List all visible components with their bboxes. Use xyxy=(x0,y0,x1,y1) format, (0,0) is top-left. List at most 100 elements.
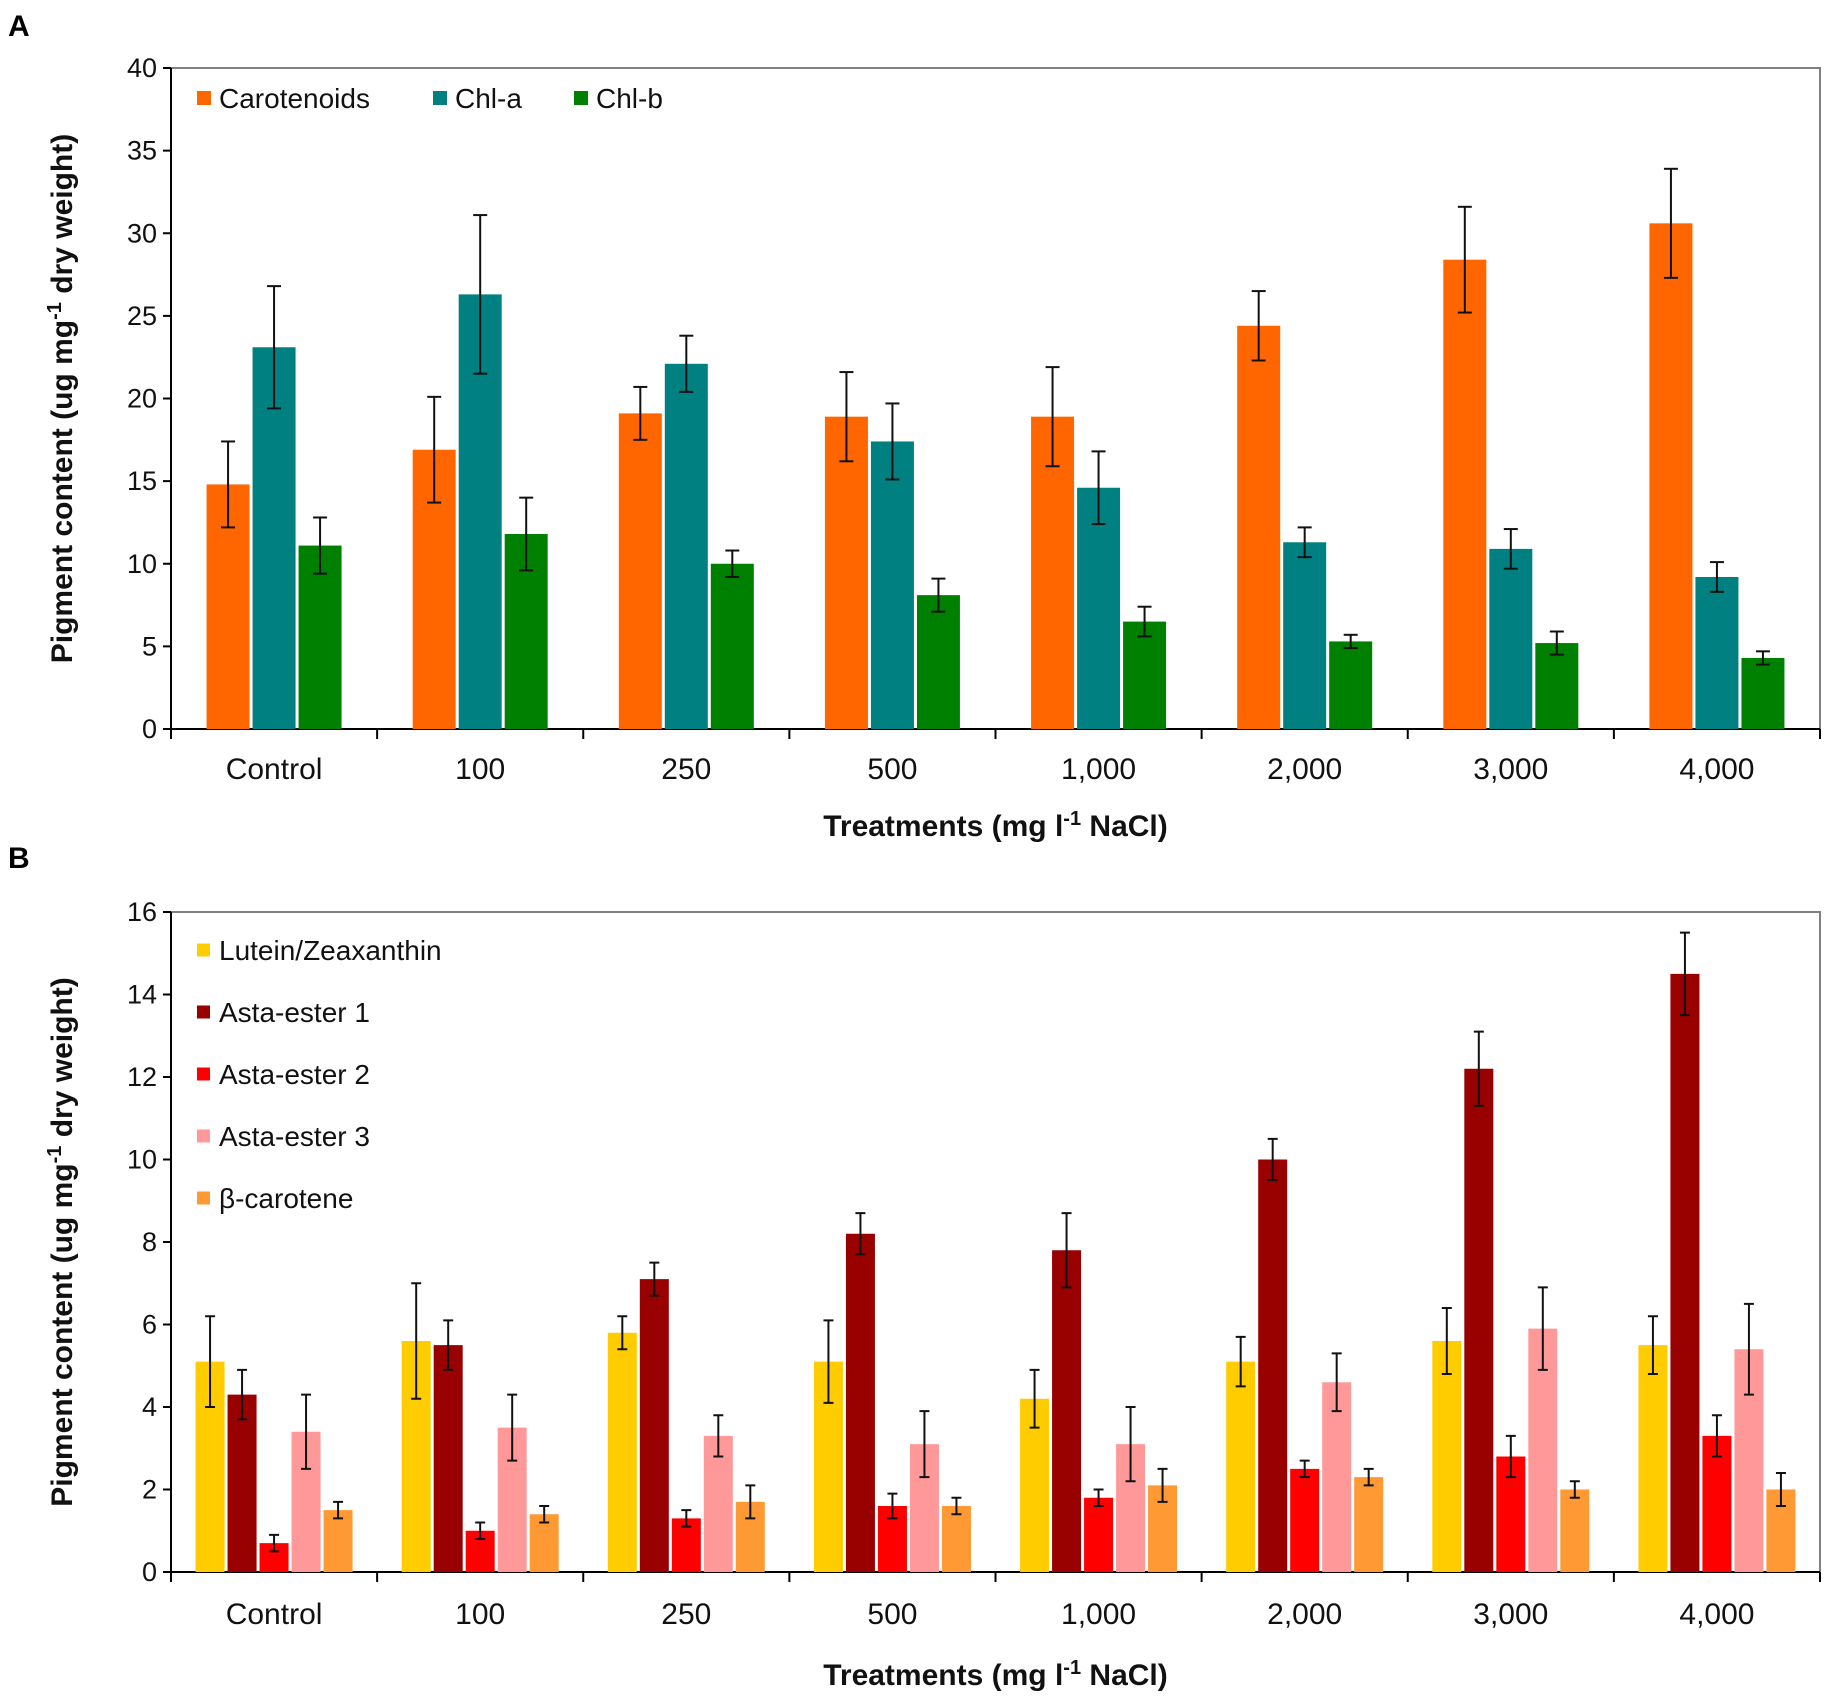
legend-label: Chl-b xyxy=(596,83,663,114)
error-bar xyxy=(1457,205,1472,314)
x-category-label: 3,000 xyxy=(1473,1598,1548,1631)
bar-beta-carotene-2-000 xyxy=(1354,1477,1384,1572)
error-bar xyxy=(855,1212,866,1256)
legend-label: β-carotene xyxy=(219,1183,353,1214)
series-chl-b xyxy=(298,496,1785,729)
legend-item-beta-carotene: β-carotene xyxy=(197,1183,353,1214)
error-bar xyxy=(823,1319,834,1404)
bar-carotenoids-4-000 xyxy=(1649,223,1693,729)
y-tick-label: 25 xyxy=(127,301,157,331)
legend-swatch xyxy=(197,1129,210,1143)
bar-asta-ester-2-4-000 xyxy=(1702,1435,1732,1572)
series-beta-carotene xyxy=(323,1467,1796,1572)
bar-chl-a-control xyxy=(252,347,296,729)
series-asta-ester-1 xyxy=(227,931,1700,1572)
legend-label: Asta-ester 2 xyxy=(219,1059,370,1090)
x-category-label: Control xyxy=(226,753,323,786)
error-bar xyxy=(1251,290,1266,362)
bar-chl-a-2-000 xyxy=(1283,542,1327,729)
error-bar xyxy=(1029,1368,1040,1429)
bar-beta-carotene-100 xyxy=(529,1514,559,1572)
y-axis-title-main: Pigment content (ug mg xyxy=(46,320,79,663)
y-tick-label: 20 xyxy=(127,384,157,414)
y-tick-label: 8 xyxy=(142,1227,157,1257)
error-bar xyxy=(333,1500,344,1520)
error-bar xyxy=(745,1484,756,1520)
y-tick-label: 30 xyxy=(127,218,157,248)
panel-label-b: B xyxy=(8,842,30,875)
error-bar xyxy=(1569,1480,1580,1499)
bar-chl-b-control xyxy=(298,545,342,729)
bar-beta-carotene-control xyxy=(323,1510,353,1572)
x-category-label: 1,000 xyxy=(1061,753,1136,786)
error-bar xyxy=(1743,1302,1754,1396)
bar-lutein-zeaxanthin-250 xyxy=(607,1332,637,1572)
error-bar xyxy=(539,1505,550,1524)
error-bar xyxy=(1331,1352,1342,1413)
x-category-label: 2,000 xyxy=(1267,1598,1342,1631)
x-category-label: 4,000 xyxy=(1679,753,1754,786)
x-axis-title-sup: -1 xyxy=(1063,808,1081,830)
legend-item-chl-a: Chl-a xyxy=(433,83,522,114)
y-tick-label: 0 xyxy=(142,714,157,744)
x-category-label: 250 xyxy=(661,1598,711,1631)
y-tick-label: 2 xyxy=(142,1475,157,1505)
bar-asta-ester-2-1-000 xyxy=(1084,1497,1114,1572)
y-axis-title-sup: -1 xyxy=(44,1146,66,1164)
series-lutein-zeaxanthin xyxy=(195,1282,1668,1572)
error-bar xyxy=(1549,630,1564,656)
y-axis-title-sup: -1 xyxy=(44,302,66,320)
bar-chl-a-4-000 xyxy=(1695,576,1739,729)
panel-a-chart: A 0 5 10 15 20 25 30 35 40 Control 100 250 500 1,000 2,… xyxy=(8,10,1821,843)
bar-chl-a-1-000 xyxy=(1077,487,1121,729)
error-bar xyxy=(1267,1137,1278,1182)
error-bar xyxy=(1775,1472,1786,1507)
x-category-label: 100 xyxy=(455,1598,505,1631)
error-bar xyxy=(617,1315,628,1351)
bar-carotenoids-2-000 xyxy=(1237,325,1281,729)
y-axis-title: Pigment content (ug mg-1 dry weight) xyxy=(44,134,79,663)
bar-asta-ester-1-control xyxy=(227,1394,257,1572)
x-axis-title-main: Treatments (mg l xyxy=(823,810,1063,843)
legend: Lutein/Zeaxanthin Asta-ester 1 Asta-ester … xyxy=(197,935,442,1214)
error-bar xyxy=(267,285,282,410)
error-bar xyxy=(1137,605,1152,638)
error-bar xyxy=(1441,1307,1452,1375)
error-bar xyxy=(887,1492,898,1520)
y-tick-label: 10 xyxy=(127,1145,157,1175)
error-bar xyxy=(1709,561,1724,593)
error-bar xyxy=(681,1509,692,1528)
error-bar xyxy=(931,577,946,613)
bar-asta-ester-1-500 xyxy=(845,1233,875,1572)
legend-swatch xyxy=(574,91,588,105)
legend-item-lutein-zeaxanthin: Lutein/Zeaxanthin xyxy=(197,935,442,966)
panel-label-a: A xyxy=(8,10,30,43)
error-bar xyxy=(649,1261,660,1297)
y-tick-label: 12 xyxy=(127,1062,157,1092)
error-bar xyxy=(1157,1467,1168,1503)
bar-carotenoids-250 xyxy=(618,413,662,729)
y-axis-title-rest: dry weight) xyxy=(46,134,79,302)
bar-asta-ester-1-2-000 xyxy=(1258,1159,1288,1572)
y-tick-label: 4 xyxy=(142,1392,157,1422)
y-tick-label: 5 xyxy=(142,631,157,661)
legend-swatch xyxy=(197,1067,210,1081)
legend-item-asta-ester-2: Asta-ester 2 xyxy=(197,1059,370,1090)
error-bar xyxy=(411,1282,422,1400)
error-bar xyxy=(1711,1414,1722,1458)
error-bar xyxy=(919,1410,930,1479)
legend-label: Chl-a xyxy=(455,83,522,114)
panel-b-chart: B 0 2 4 6 8 10 12 14 16 Control 100 250 500 1,000 2,000… xyxy=(8,842,1821,1692)
error-bar xyxy=(679,334,694,393)
x-axis-title-rest: NaCl) xyxy=(1081,1659,1168,1692)
error-bar xyxy=(475,1521,486,1540)
error-bar xyxy=(427,395,442,504)
legend-swatch xyxy=(433,91,447,105)
bar-chl-b-2-000 xyxy=(1329,641,1373,729)
error-bar xyxy=(1755,650,1770,666)
bar-chl-a-500 xyxy=(870,441,914,729)
bar-asta-ester-1-100 xyxy=(433,1345,463,1572)
error-bar xyxy=(633,385,648,441)
legend-swatch xyxy=(197,1005,210,1019)
legend-label: Carotenoids xyxy=(219,83,370,114)
